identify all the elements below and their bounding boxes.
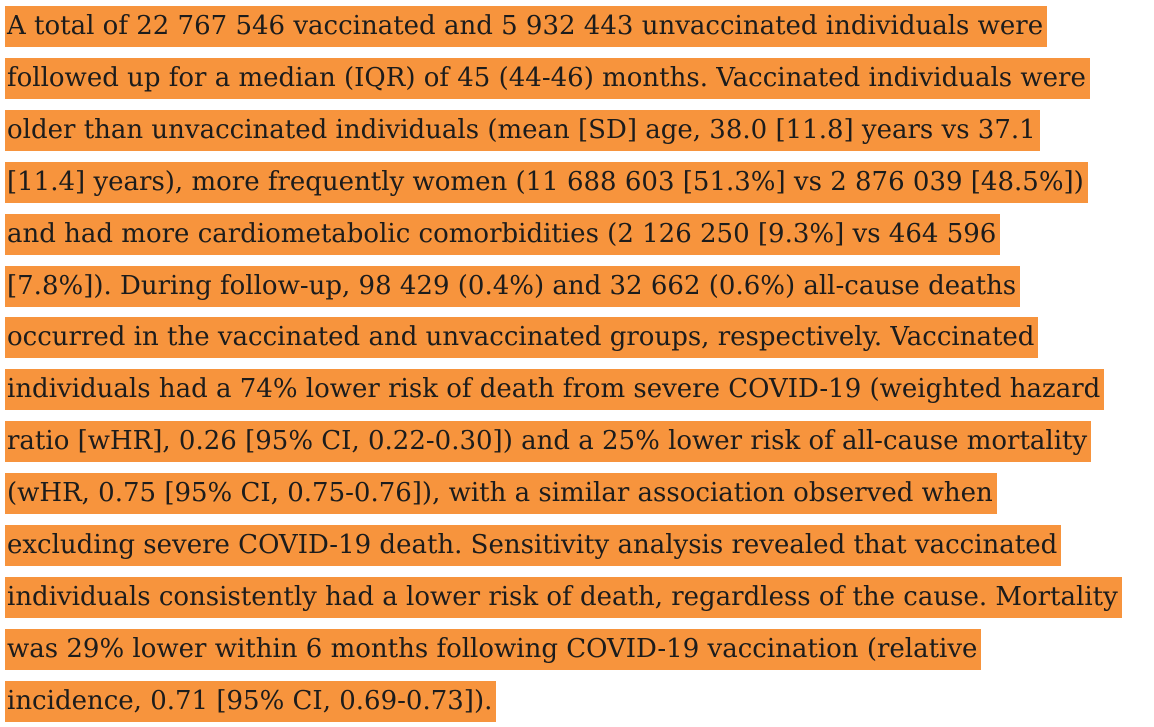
highlighted-text: [7.8%]). During follow-up, 98 429 (0.4%)…	[5, 265, 1021, 307]
highlighted-text: was 29% lower within 6 months following …	[5, 628, 982, 670]
text-line: and had more cardiometabolic comorbiditi…	[5, 209, 1154, 261]
text-line: was 29% lower within 6 months following …	[5, 624, 1154, 676]
text-line: [11.4] years), more frequently women (11…	[5, 157, 1154, 209]
text-line: A total of 22 767 546 vaccinated and 5 9…	[5, 1, 1154, 53]
text-line: older than unvaccinated individuals (mea…	[5, 105, 1154, 157]
highlighted-text: and had more cardiometabolic comorbiditi…	[5, 213, 1001, 255]
highlighted-text: incidence, 0.71 [95% CI, 0.69-0.73]).	[5, 680, 497, 722]
text-line: [7.8%]). During follow-up, 98 429 (0.4%)…	[5, 261, 1154, 313]
text-line: ratio [wHR], 0.26 [95% CI, 0.22-0.30]) a…	[5, 416, 1154, 468]
text-line: excluding severe COVID-19 death. Sensiti…	[5, 520, 1154, 572]
highlighted-text: older than unvaccinated individuals (mea…	[5, 109, 1040, 151]
text-line: individuals had a 74% lower risk of deat…	[5, 364, 1154, 416]
text-line: occurred in the vaccinated and unvaccina…	[5, 312, 1154, 364]
highlighted-text: individuals consistently had a lower ris…	[5, 576, 1122, 618]
highlighted-text: occurred in the vaccinated and unvaccina…	[5, 317, 1039, 359]
highlighted-text: individuals had a 74% lower risk of deat…	[5, 369, 1105, 411]
highlighted-text: ratio [wHR], 0.26 [95% CI, 0.22-0.30]) a…	[5, 421, 1092, 463]
highlighted-text: A total of 22 767 546 vaccinated and 5 9…	[5, 6, 1048, 47]
highlighted-text: [11.4] years), more frequently women (11…	[5, 161, 1088, 203]
text-line: (wHR, 0.75 [95% CI, 0.75-0.76]), with a …	[5, 468, 1154, 520]
text-line: followed up for a median (IQR) of 45 (44…	[5, 53, 1154, 105]
highlighted-text: followed up for a median (IQR) of 45 (44…	[5, 57, 1090, 99]
highlighted-text: excluding severe COVID-19 death. Sensiti…	[5, 525, 1062, 567]
highlighted-text: (wHR, 0.75 [95% CI, 0.75-0.76]), with a …	[5, 473, 997, 515]
text-line: individuals consistently had a lower ris…	[5, 572, 1154, 624]
text-line: incidence, 0.71 [95% CI, 0.69-0.73]).	[5, 676, 1154, 727]
